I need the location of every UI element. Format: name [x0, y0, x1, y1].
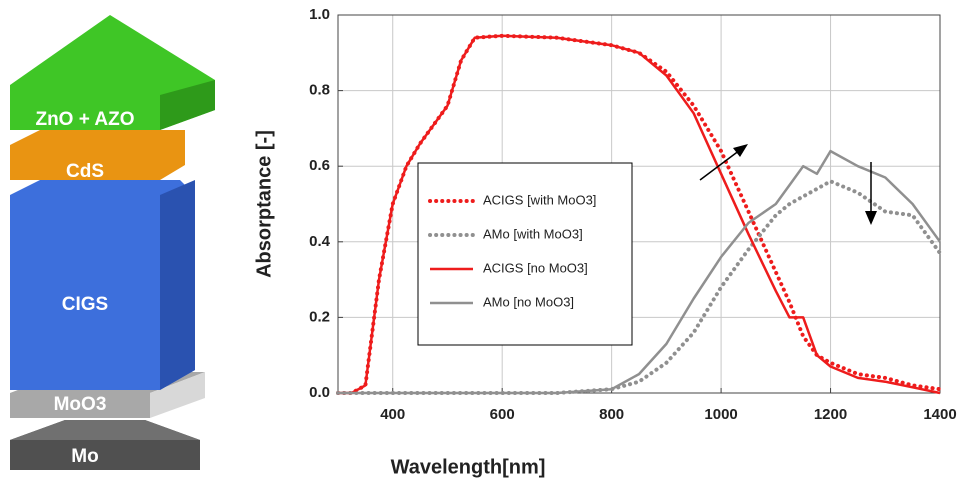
- arrow: [699, 149, 741, 181]
- y-tick-label: 0.4: [309, 233, 331, 250]
- cigs-layer: [10, 180, 195, 390]
- x-tick-label: 1000: [704, 406, 737, 423]
- x-tick-label: 1400: [923, 406, 956, 423]
- x-tick-label: 600: [490, 406, 515, 423]
- arrow-head: [865, 211, 877, 225]
- y-tick-label: 0.2: [309, 308, 330, 325]
- legend-label: ACIGS [with MoO3]: [483, 192, 596, 207]
- legend-label: AMo [with MoO3]: [483, 226, 583, 241]
- mo-top: [10, 420, 200, 440]
- y-tick-label: 1.0: [309, 6, 330, 23]
- moo3-side: [150, 372, 205, 418]
- legend-box: [417, 162, 633, 346]
- x-axis-label: Wavelength[nm]: [391, 456, 546, 478]
- series-line: [338, 34, 941, 395]
- x-tick-label: 400: [380, 406, 405, 423]
- legend-label: AMo [no MoO3]: [483, 294, 574, 309]
- arrow-head: [733, 144, 748, 157]
- layer-label: MoO3: [54, 394, 107, 415]
- series-line: [338, 149, 942, 395]
- legend-label: ACIGS [no MoO3]: [483, 260, 588, 275]
- cds-layer: [10, 130, 185, 180]
- x-tick-label: 1200: [814, 406, 847, 423]
- layer-label: Mo: [71, 446, 98, 467]
- x-tick-label: 800: [599, 406, 624, 423]
- plot-frame: [337, 14, 941, 394]
- layer-label: CIGS: [62, 294, 108, 315]
- y-axis-label: Absorptance [-]: [253, 130, 275, 278]
- y-tick-label: 0.8: [309, 82, 330, 99]
- y-tick-label: 0.6: [309, 157, 330, 174]
- layer-label: CdS: [66, 161, 104, 182]
- cigs-side: [160, 180, 195, 390]
- zno-side: [160, 80, 215, 130]
- layer-label: ZnO + AZO: [35, 109, 134, 130]
- layer-stack: ZnO + AZO CdS CIGS MoO3 Mo: [10, 15, 215, 470]
- y-tick-label: 0.0: [309, 384, 330, 401]
